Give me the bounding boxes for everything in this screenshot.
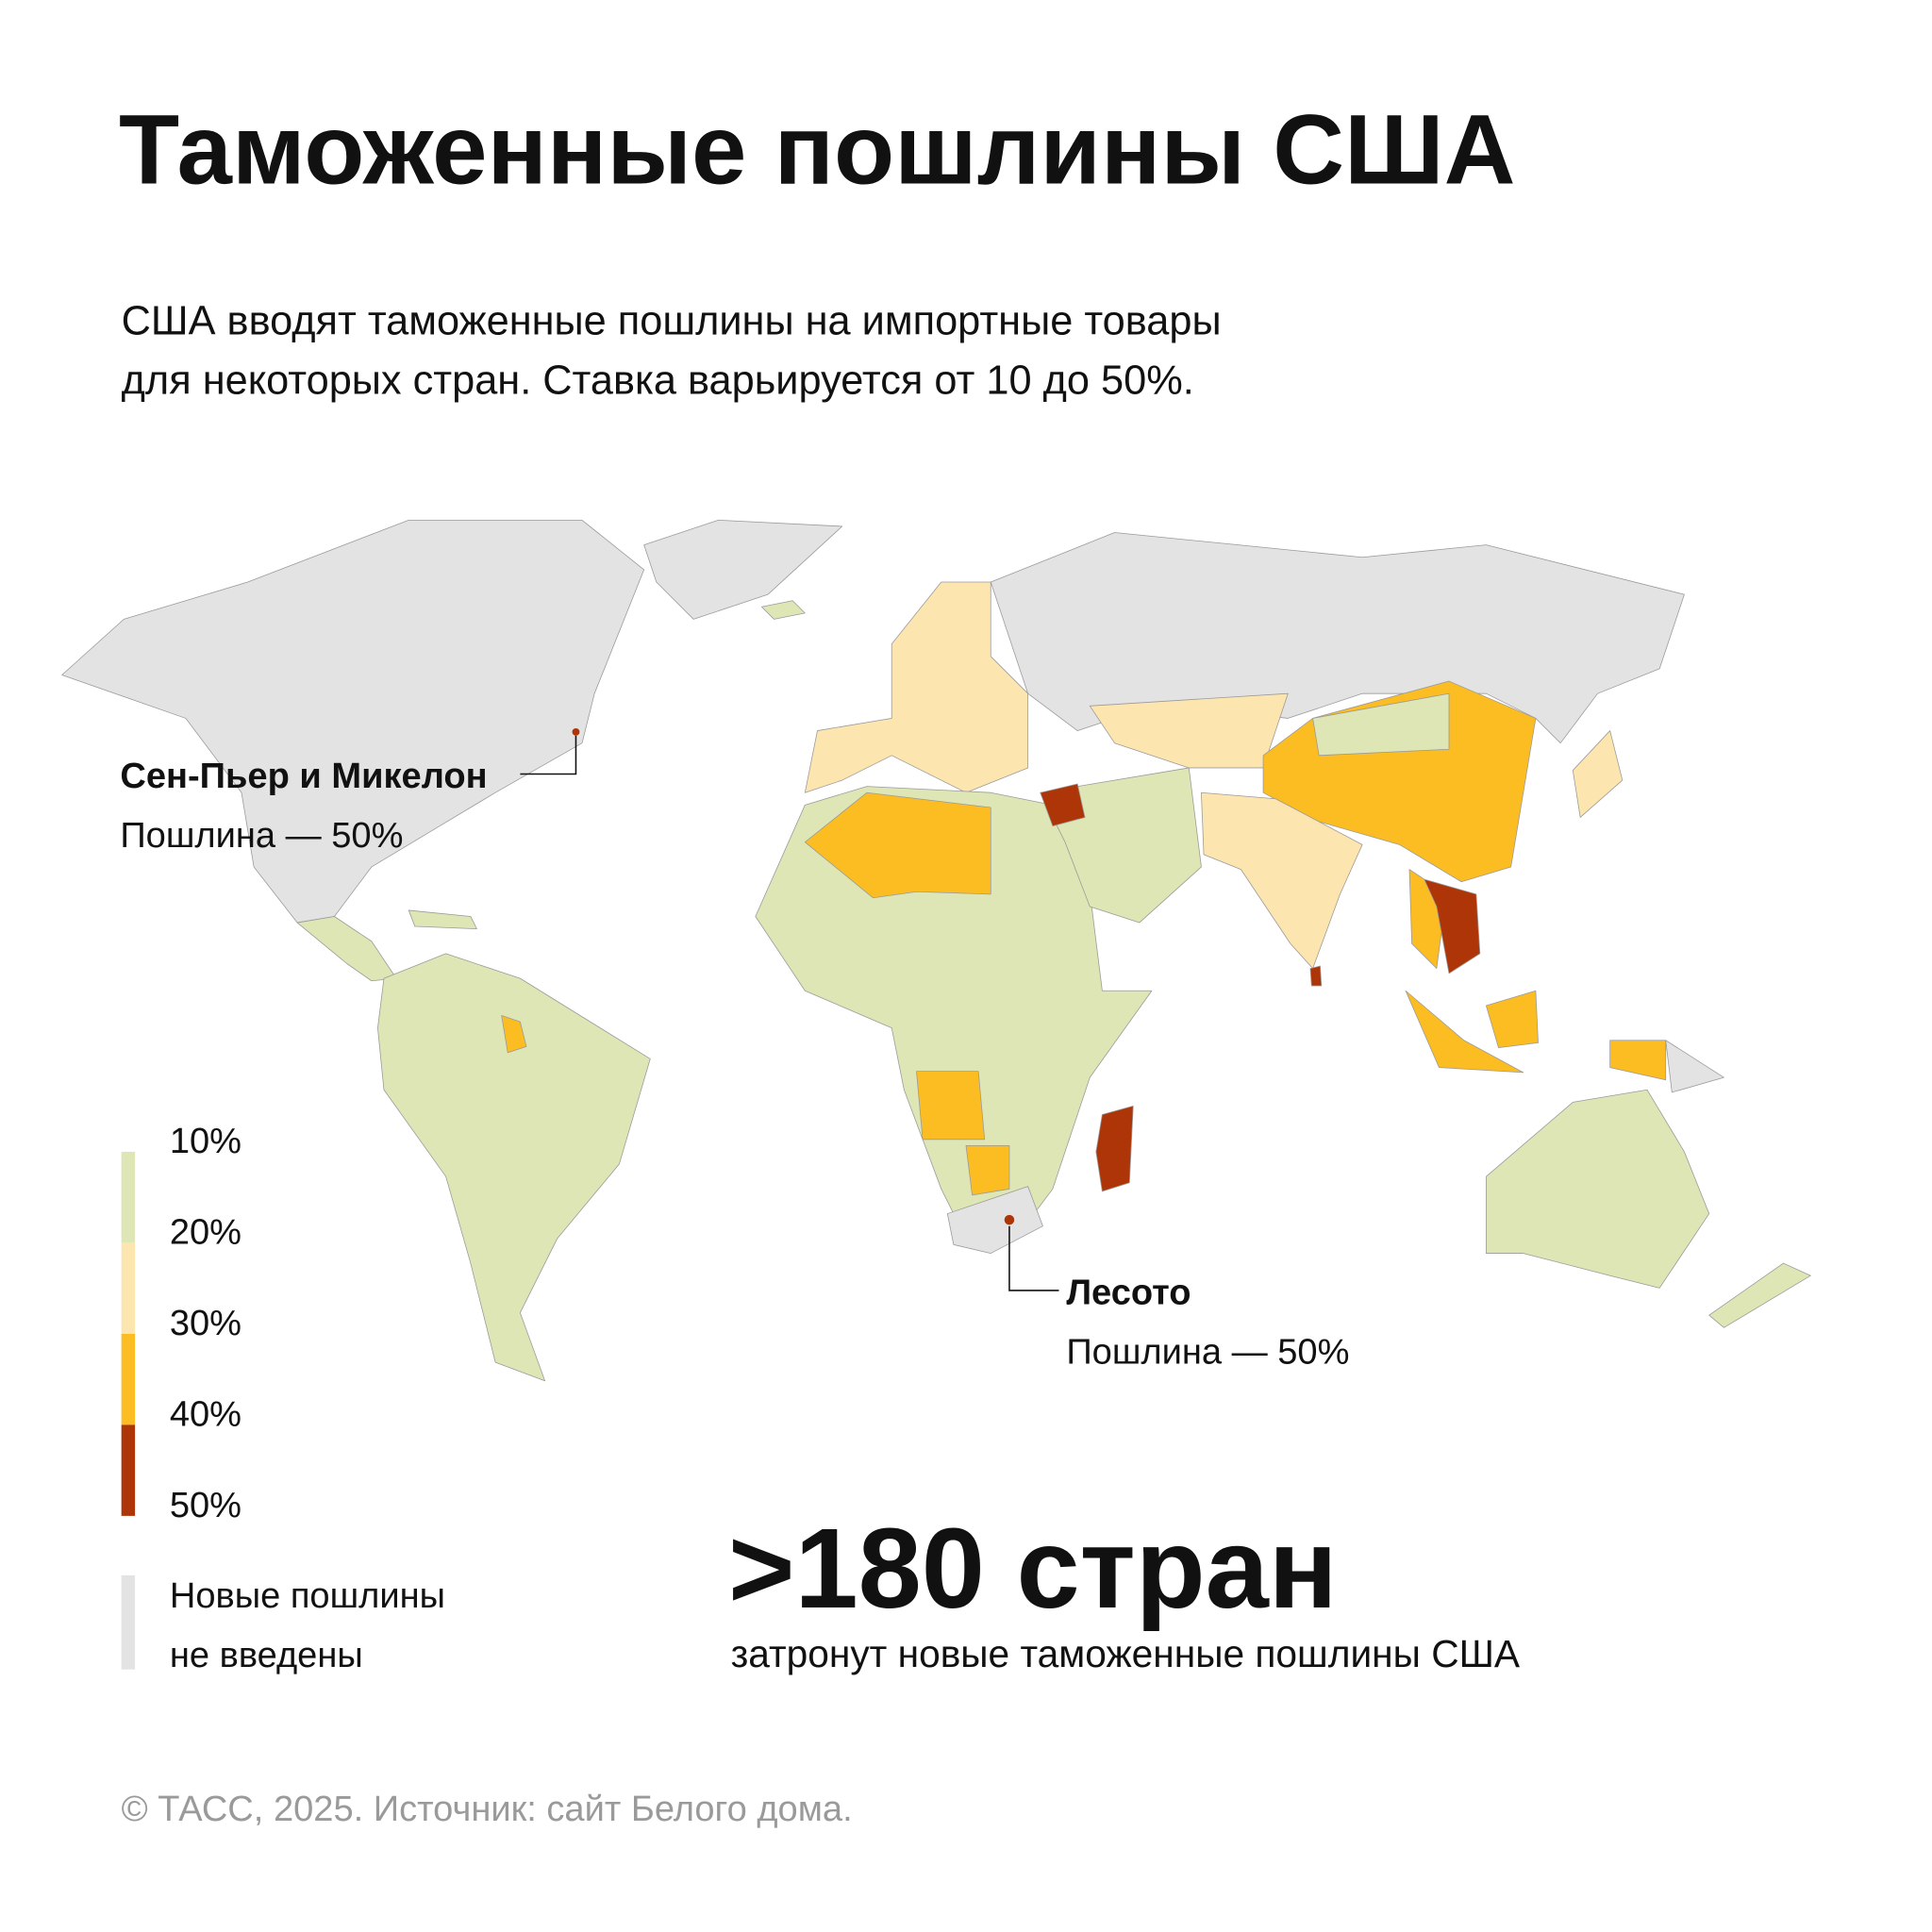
- syria: [1040, 783, 1086, 827]
- australia: [1485, 1089, 1710, 1289]
- annotation-text: Пошлина — 50%: [1066, 1332, 1349, 1372]
- africa: [755, 786, 1153, 1240]
- png: [1665, 1040, 1724, 1093]
- world-map: [61, 519, 1811, 1382]
- europe: [804, 581, 1029, 793]
- legend-swatch: [121, 1151, 136, 1243]
- legend-label: не введены: [170, 1636, 363, 1675]
- annotation-title: Сен-Пьер и Микелон: [120, 757, 487, 796]
- caribbean: [408, 909, 477, 930]
- legend-label: Новые пошлины: [170, 1576, 445, 1616]
- lesotho: [1004, 1214, 1015, 1225]
- mongolia: [1312, 692, 1450, 757]
- title: Таможенные пошлины США: [119, 94, 1515, 205]
- japan: [1572, 730, 1624, 818]
- legend-swatch: [121, 1333, 136, 1425]
- new-zealand: [1708, 1262, 1811, 1328]
- south-america: [377, 953, 651, 1382]
- sri-lanka: [1309, 965, 1323, 987]
- legend-tick-label: 40%: [170, 1395, 242, 1435]
- legend: 10% 20% 30% 40% 50% Новые пошлины не введены: [121, 1122, 445, 1675]
- highlight-caption: затронут новые таможенные пошлины США: [731, 1632, 1521, 1675]
- sumatra: [1405, 990, 1524, 1074]
- angola: [916, 1071, 986, 1141]
- algeria-libya: [804, 791, 991, 899]
- leader-line: [520, 735, 577, 775]
- highlight-value: >180 стран: [728, 1505, 1338, 1632]
- saint-pierre: [572, 727, 580, 736]
- legend-tick-label: 30%: [170, 1304, 242, 1343]
- botswana: [965, 1144, 1010, 1196]
- legend-tick-label: 50%: [170, 1486, 242, 1525]
- legend-swatch: [121, 1242, 136, 1334]
- greenland: [643, 519, 843, 620]
- papua: [1609, 1040, 1667, 1081]
- madagascar: [1095, 1105, 1134, 1192]
- borneo: [1485, 990, 1539, 1049]
- iceland: [760, 600, 806, 620]
- legend-tick-label: 10%: [170, 1122, 242, 1161]
- central-america: [296, 916, 397, 982]
- annotation-text: Пошлина — 50%: [120, 816, 403, 856]
- legend-swatch: [121, 1424, 136, 1516]
- subtitle-line: для некоторых стран. Ставка варьируется …: [122, 358, 1194, 403]
- source: © ТАСС, 2025. Источник: сайт Белого дома…: [122, 1790, 853, 1829]
- annotation-title: Лесото: [1066, 1273, 1191, 1312]
- south-africa: [946, 1186, 1043, 1254]
- subtitle-line: США вводят таможенные пошлины на импортн…: [122, 298, 1222, 343]
- central-asia: [1089, 692, 1289, 769]
- vietnam: [1424, 878, 1481, 974]
- leader-line: [1008, 1225, 1059, 1291]
- guyana: [501, 1015, 527, 1054]
- legend-swatch: [121, 1574, 136, 1670]
- legend-tick-label: 20%: [170, 1213, 242, 1253]
- north-america: [61, 519, 645, 924]
